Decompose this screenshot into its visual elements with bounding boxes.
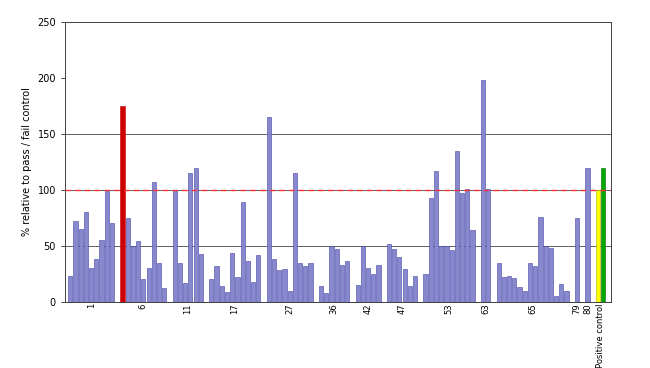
Bar [601, 167, 605, 302]
Bar [110, 223, 114, 302]
Bar [439, 246, 443, 302]
Bar [387, 244, 391, 302]
Bar [596, 190, 600, 302]
Bar [246, 262, 250, 302]
Bar [282, 269, 287, 302]
Bar [173, 190, 177, 302]
Bar [141, 279, 146, 302]
Bar [131, 246, 135, 302]
Bar [256, 255, 261, 302]
Bar [220, 286, 224, 302]
Bar [230, 252, 234, 302]
Bar [277, 270, 281, 302]
Bar [136, 241, 140, 302]
Bar [455, 151, 459, 302]
Bar [559, 284, 564, 302]
Bar [105, 191, 109, 302]
Bar [445, 246, 448, 302]
Bar [549, 248, 553, 302]
Bar [465, 189, 469, 302]
Bar [79, 229, 83, 302]
Bar [517, 287, 522, 302]
Bar [272, 259, 276, 302]
Bar [502, 277, 506, 302]
Bar [434, 171, 438, 302]
Bar [460, 193, 464, 302]
Bar [554, 296, 558, 302]
Bar [225, 292, 229, 302]
Bar [450, 250, 454, 302]
Bar [335, 249, 339, 302]
Bar [266, 117, 271, 302]
Bar [68, 276, 72, 302]
Bar [471, 230, 474, 302]
Bar [235, 277, 239, 302]
Bar [251, 282, 255, 302]
Bar [497, 263, 500, 302]
Bar [324, 293, 328, 302]
Bar [287, 291, 292, 302]
Bar [162, 289, 166, 302]
Bar [345, 262, 349, 302]
Bar [188, 173, 192, 302]
Bar [209, 279, 213, 302]
Bar [392, 249, 396, 302]
Bar [199, 254, 203, 302]
Bar [402, 269, 407, 302]
Bar [214, 266, 218, 302]
Bar [371, 274, 375, 302]
Bar [423, 274, 428, 302]
Bar [523, 291, 527, 302]
Bar [428, 198, 433, 302]
Bar [178, 263, 182, 302]
Bar [304, 266, 307, 302]
Bar [298, 263, 302, 302]
Bar [528, 263, 532, 302]
Bar [408, 286, 412, 302]
Bar [330, 246, 333, 302]
Bar [397, 257, 402, 302]
Bar [194, 167, 198, 302]
Bar [319, 286, 323, 302]
Bar [413, 276, 417, 302]
Bar [94, 259, 98, 302]
Bar [481, 80, 485, 302]
Bar [356, 285, 359, 302]
Bar [84, 212, 88, 302]
Bar [151, 182, 156, 302]
Bar [512, 278, 517, 302]
Bar [240, 202, 245, 302]
Bar [120, 106, 125, 302]
Bar [366, 268, 370, 302]
Bar [292, 173, 297, 302]
Bar [309, 263, 313, 302]
Bar [125, 218, 130, 302]
Bar [183, 283, 187, 302]
Bar [89, 268, 93, 302]
Bar [575, 218, 579, 302]
Bar [157, 263, 161, 302]
Bar [376, 265, 381, 302]
Bar [507, 276, 511, 302]
Bar [533, 266, 538, 302]
Bar [73, 221, 77, 302]
Bar [99, 240, 103, 302]
Bar [361, 246, 365, 302]
Bar [543, 246, 548, 302]
Bar [538, 217, 543, 302]
Bar [586, 167, 590, 302]
Bar [340, 265, 344, 302]
Bar [486, 189, 490, 302]
Bar [146, 268, 151, 302]
Bar [564, 291, 569, 302]
Y-axis label: % relative to pass / fail control: % relative to pass / fail control [22, 88, 32, 236]
